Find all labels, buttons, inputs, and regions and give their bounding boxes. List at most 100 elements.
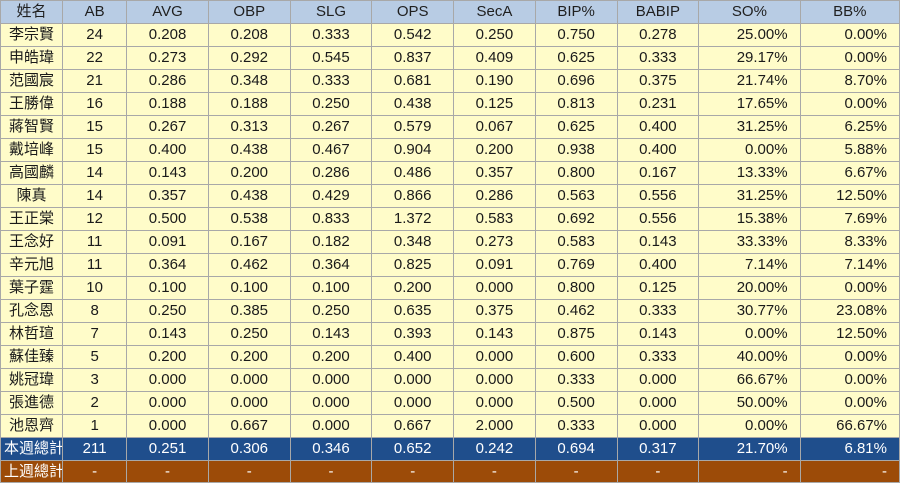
stat-cell-obp: 0.250 [207,322,291,346]
stat-cell-avg: 0.364 [126,253,209,277]
stat-cell-ops: 0.837 [371,46,455,70]
stat-cell-so: 21.74% [698,69,801,93]
stat-cell-bip: 0.563 [534,184,618,208]
stat-cell-bip: 0.625 [534,115,618,139]
week-total-cell-bip: 0.694 [534,437,618,461]
player-name-cell: 王正棠 [0,207,64,231]
stat-cell-ops: 0.438 [371,92,455,116]
stat-cell-so: 31.25% [698,115,801,139]
stat-cell-ab: 16 [62,92,128,116]
column-header-seca: SecA [453,0,536,24]
stat-cell-so: 31.25% [698,184,801,208]
stat-cell-ab: 14 [62,184,128,208]
week-total-cell-bb: 6.81% [799,437,900,461]
player-name-cell: 孔念恩 [0,299,64,323]
table-row: 王勝偉 16 0.188 0.188 0.250 0.438 0.125 0.813 0.231… [0,92,900,116]
stat-cell-ab: 15 [62,138,128,162]
table-row: 孔念恩 8 0.250 0.385 0.250 0.635 0.375 0.462 0.333 3… [0,299,900,323]
stat-cell-so: 25.00% [698,23,801,47]
stat-cell-slg: 0.100 [289,276,373,300]
player-name-cell: 戴培峰 [0,138,64,162]
stat-cell-ops: 0.866 [371,184,455,208]
table-row: 池恩齊 1 0.000 0.667 0.000 0.667 2.000 0.333 0.000 0… [0,414,900,438]
stat-cell-ab: 8 [62,299,128,323]
week-total-cell-avg: 0.251 [126,437,209,461]
column-header-so: SO% [698,0,801,24]
stat-cell-slg: 0.000 [289,391,373,415]
stat-cell-bip: 0.800 [534,276,618,300]
stat-cell-ops: 0.200 [371,276,455,300]
stat-cell-ab: 3 [62,368,128,392]
stat-cell-ops: 0.542 [371,23,455,47]
stat-cell-ab: 15 [62,115,128,139]
stat-cell-ab: 14 [62,161,128,185]
header-row: 姓名 AB AVG OBP SLG OPS SecA BIP% BABIP SO% BB% [0,0,900,24]
stat-cell-seca: 0.000 [453,276,536,300]
table-row: 陳真 14 0.357 0.438 0.429 0.866 0.286 0.563 0.556 3… [0,184,900,208]
stat-cell-babip: 0.333 [616,46,700,70]
week-total-cell-so: 21.70% [698,437,801,461]
stat-cell-seca: 0.190 [453,69,536,93]
stat-cell-obp: 0.667 [207,414,291,438]
week-total-cell-slg: 0.346 [289,437,373,461]
player-name-cell: 林哲瑄 [0,322,64,346]
last-week-cell-bip: - [534,460,618,483]
stat-cell-obp: 0.292 [207,46,291,70]
stat-cell-bb: 12.50% [799,184,900,208]
stat-cell-seca: 0.273 [453,230,536,254]
stat-cell-bb: 7.69% [799,207,900,231]
stat-cell-bip: 0.333 [534,414,618,438]
table-row: 蔣智賢 15 0.267 0.313 0.267 0.579 0.067 0.625 0.400… [0,115,900,139]
week-total-cell-ab: 211 [62,437,128,461]
table-row: 林哲瑄 7 0.143 0.250 0.143 0.393 0.143 0.875 0.143 0… [0,322,900,346]
stat-cell-ops: 0.681 [371,69,455,93]
stat-cell-bb: 8.70% [799,69,900,93]
stat-cell-babip: 0.333 [616,299,700,323]
player-name-cell: 申皓瑋 [0,46,64,70]
stat-cell-bip: 0.875 [534,322,618,346]
stat-cell-ab: 2 [62,391,128,415]
stat-cell-babip: 0.556 [616,184,700,208]
stat-cell-bip: 0.750 [534,23,618,47]
stat-cell-avg: 0.091 [126,230,209,254]
stat-cell-babip: 0.400 [616,253,700,277]
stat-cell-slg: 0.467 [289,138,373,162]
stat-cell-so: 0.00% [698,322,801,346]
stat-cell-so: 40.00% [698,345,801,369]
stat-cell-babip: 0.143 [616,230,700,254]
stat-cell-seca: 0.286 [453,184,536,208]
player-name-cell: 陳真 [0,184,64,208]
stat-cell-bb: 12.50% [799,322,900,346]
stat-cell-slg: 0.000 [289,414,373,438]
table-row: 李宗賢 24 0.208 0.208 0.333 0.542 0.250 0.750 0.278… [0,23,900,47]
stat-cell-avg: 0.100 [126,276,209,300]
stat-cell-avg: 0.208 [126,23,209,47]
stat-cell-avg: 0.143 [126,161,209,185]
stat-cell-obp: 0.538 [207,207,291,231]
stat-cell-avg: 0.000 [126,414,209,438]
stat-cell-obp: 0.000 [207,368,291,392]
stat-cell-babip: 0.556 [616,207,700,231]
stat-cell-so: 0.00% [698,414,801,438]
table-row: 張進德 2 0.000 0.000 0.000 0.000 0.000 0.500 0.000 5… [0,391,900,415]
stat-cell-obp: 0.438 [207,184,291,208]
stat-cell-seca: 0.583 [453,207,536,231]
stat-cell-ab: 12 [62,207,128,231]
player-rows: 李宗賢 24 0.208 0.208 0.333 0.542 0.250 0.750 0.278… [0,23,900,438]
stat-cell-babip: 0.333 [616,345,700,369]
last-week-cell-ab: - [62,460,128,483]
column-header-name: 姓名 [0,0,64,24]
stat-cell-slg: 0.250 [289,299,373,323]
last-week-cell-obp: - [207,460,291,483]
stat-cell-avg: 0.400 [126,138,209,162]
table-row: 戴培峰 15 0.400 0.438 0.467 0.904 0.200 0.938 0.400… [0,138,900,162]
stat-cell-avg: 0.000 [126,391,209,415]
stat-cell-bb: 6.25% [799,115,900,139]
last-week-row: 上週總計 - - - - - - - - - - [0,460,900,483]
stat-cell-bb: 5.88% [799,138,900,162]
stat-cell-bip: 0.625 [534,46,618,70]
table-row: 辛元旭 11 0.364 0.462 0.364 0.825 0.091 0.769 0.400… [0,253,900,277]
last-week-cell-babip: - [616,460,700,483]
stat-cell-ops: 0.393 [371,322,455,346]
player-name-cell: 王念好 [0,230,64,254]
